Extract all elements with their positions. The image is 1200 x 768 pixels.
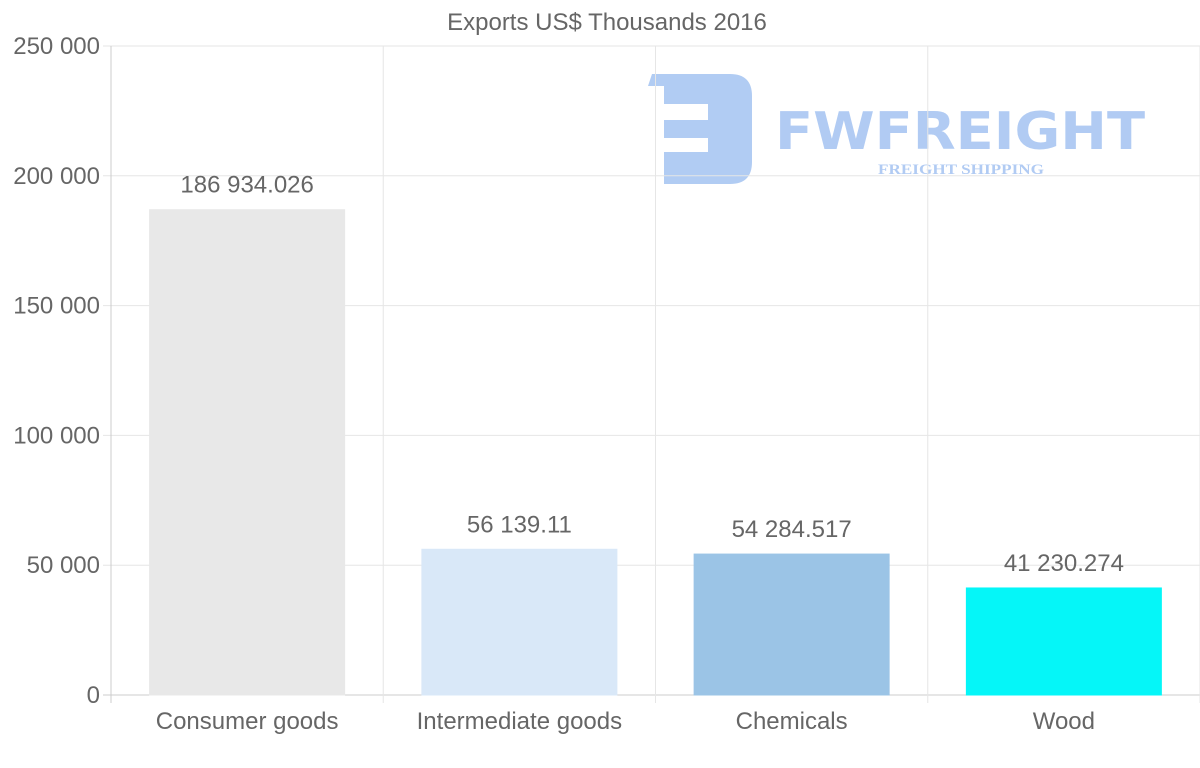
bar-consumer-goods <box>149 209 346 696</box>
chart-title: Exports US$ Thousands 2016 <box>447 9 767 36</box>
logo-mark-icon <box>648 74 752 184</box>
x-tick-label: Wood <box>1033 708 1095 735</box>
watermark-brand: FWFREIGHT <box>775 102 1146 162</box>
y-tick-label: 250 000 <box>13 33 100 60</box>
fwfreight-watermark-logo: FWFREIGHT FREIGHT SHIPPING <box>648 74 1146 184</box>
data-label: 54 284.517 <box>732 516 852 543</box>
data-label: 56 139.11 <box>467 511 572 538</box>
data-label: 41 230.274 <box>1004 550 1124 577</box>
data-label: 186 934.026 <box>180 172 313 199</box>
x-tick-label: Intermediate goods <box>417 708 622 735</box>
x-tick-label: Consumer goods <box>156 708 339 735</box>
y-tick-label: 150 000 <box>13 293 100 320</box>
bar-chemicals <box>693 553 890 696</box>
y-tick-label: 50 000 <box>27 552 100 579</box>
bar-intermediate-goods <box>421 548 618 696</box>
watermark-tagline: FREIGHT SHIPPING <box>878 162 1044 178</box>
bar-wood <box>965 587 1162 696</box>
y-tick-label: 200 000 <box>13 163 100 190</box>
y-tick-label: 100 000 <box>13 422 100 449</box>
y-tick-label: 0 <box>87 682 100 709</box>
x-tick-label: Chemicals <box>736 708 848 735</box>
